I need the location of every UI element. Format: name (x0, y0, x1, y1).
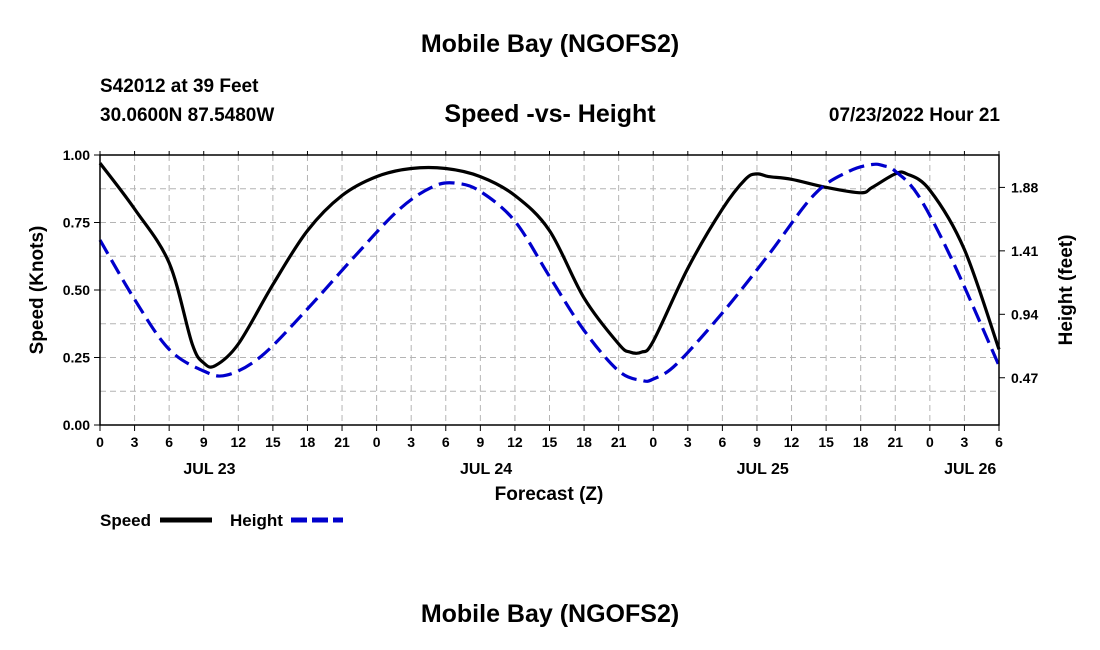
x-tick-label: 6 (718, 434, 726, 450)
coordinates-label: 30.0600N 87.5480W (100, 105, 275, 126)
x-tick-label: 12 (784, 434, 800, 450)
y2-tick-label: 0.94 (1011, 306, 1038, 322)
date-label: JUL 25 (737, 461, 789, 478)
y-axis-title: Speed (Knots) (27, 226, 48, 355)
x-tick-label: 18 (300, 434, 316, 450)
x-tick-label: 9 (753, 434, 761, 450)
x-tick-label: 21 (887, 434, 903, 450)
x-tick-label: 15 (265, 434, 281, 450)
x-tick-label: 0 (649, 434, 657, 450)
x-tick-label: 6 (995, 434, 1003, 450)
date-label: JUL 23 (183, 461, 235, 478)
main-title: Mobile Bay (NGOFS2) (420, 30, 680, 58)
x-tick-label: 18 (576, 434, 592, 450)
x-tick-label: 0 (373, 434, 381, 450)
series-layer (98, 162, 1001, 383)
x-tick-label: 9 (476, 434, 484, 450)
x-tick-label: 12 (231, 434, 247, 450)
station-label: S42012 at 39 Feet (100, 76, 259, 97)
x-tick-label: 21 (611, 434, 627, 450)
y-tick-label: 0.75 (63, 215, 90, 231)
y-tick-label: 0.00 (63, 417, 90, 433)
y-tick-label: 0.25 (63, 350, 90, 366)
footer-title: Mobile Bay (NGOFS2) (420, 600, 680, 628)
x-axis-title: Forecast (Z) (495, 484, 604, 505)
date-label: JUL 26 (944, 461, 996, 478)
x-tick-label: 18 (853, 434, 869, 450)
x-tick-label: 21 (334, 434, 350, 450)
x-tick-label: 3 (961, 434, 969, 450)
x-tick-label: 0 (96, 434, 104, 450)
legend: Speed Height (100, 511, 343, 530)
y-tick-label: 0.50 (63, 282, 90, 298)
y2-tick-label: 0.47 (1011, 370, 1038, 386)
y-tick-label: 1.00 (63, 147, 90, 163)
date-label: JUL 24 (460, 461, 512, 478)
x-tick-label: 0 (926, 434, 934, 450)
y2-axis-title: Height (feet) (1056, 235, 1077, 346)
forecast-datetime: 07/23/2022 Hour 21 (828, 105, 1000, 126)
axis-labels: 0 3 6 9 12 15 18 21 0 3 6 9 12 15 18 21 0 3 6 9 12 15 18 21 0 3 6J… (63, 147, 1039, 478)
grid (100, 155, 999, 425)
x-tick-label: 6 (442, 434, 450, 450)
chart-subtitle: Speed -vs- Height (444, 100, 656, 128)
tick-marks (94, 151, 1005, 431)
x-tick-label: 15 (818, 434, 834, 450)
series-line-speed (98, 162, 1001, 369)
x-tick-label: 3 (684, 434, 692, 450)
y2-tick-label: 1.41 (1011, 243, 1038, 259)
y2-tick-label: 1.88 (1011, 179, 1038, 195)
x-tick-label: 6 (165, 434, 173, 450)
x-tick-label: 12 (507, 434, 523, 450)
x-tick-label: 3 (407, 434, 415, 450)
legend-height-label: Height (230, 511, 283, 530)
x-tick-label: 9 (200, 434, 208, 450)
series-line-height (98, 162, 1001, 383)
legend-speed-label: Speed (100, 511, 151, 530)
x-tick-label: 15 (542, 434, 558, 450)
x-tick-label: 3 (131, 434, 139, 450)
